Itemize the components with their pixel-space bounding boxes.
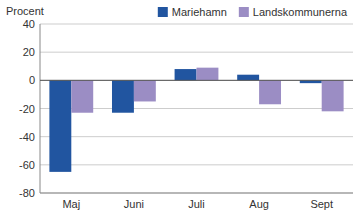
legend-label: Mariehamn xyxy=(172,6,227,18)
x-tick-label: Sept xyxy=(310,198,333,210)
legend-label: Landskommunerna xyxy=(253,6,348,18)
legend-swatch xyxy=(158,7,168,17)
grid-line xyxy=(40,136,353,137)
chart-svg: -80 -60 -40 -20 0 20 40 Maj Juni Juli Aug Sept Proce… xyxy=(0,0,363,217)
legend: Mariehamn Landskommunerna xyxy=(158,6,348,18)
x-axis-line xyxy=(40,193,353,194)
grid-line xyxy=(40,80,353,81)
grid-line xyxy=(40,164,353,165)
grid-line xyxy=(40,24,353,25)
y-tick-label: -40 xyxy=(19,131,35,143)
bar xyxy=(322,80,344,111)
bar xyxy=(259,80,281,104)
y-tick-label: -60 xyxy=(19,159,35,171)
y-axis-label: Procent xyxy=(6,5,44,17)
bar xyxy=(175,69,197,80)
y-tick-label: 0 xyxy=(29,74,35,86)
legend-item: Landskommunerna xyxy=(239,6,348,18)
y-tick-label: -20 xyxy=(19,103,35,115)
y-tick-label: 20 xyxy=(23,46,35,58)
grid-line xyxy=(40,52,353,53)
legend-swatch xyxy=(239,7,249,17)
bar xyxy=(71,80,93,112)
x-tick-label: Juli xyxy=(188,198,205,210)
grid xyxy=(40,24,353,193)
legend-item: Mariehamn xyxy=(158,6,227,18)
bar xyxy=(237,75,259,81)
bar xyxy=(197,68,219,81)
y-axis-line xyxy=(40,24,41,193)
chart: -80 -60 -40 -20 0 20 40 Maj Juni Juli Aug Sept Proce… xyxy=(0,0,363,217)
y-tick-label: 40 xyxy=(23,18,35,30)
bar xyxy=(49,80,71,172)
x-tick-label: Maj xyxy=(62,198,80,210)
x-tick-label: Aug xyxy=(249,198,269,210)
bars xyxy=(49,68,343,172)
x-tick-label: Juni xyxy=(124,198,144,210)
y-tick-label: -80 xyxy=(19,187,35,199)
bar xyxy=(134,80,156,101)
grid-line xyxy=(40,193,353,194)
zero-line xyxy=(40,80,353,81)
bar xyxy=(112,80,134,112)
